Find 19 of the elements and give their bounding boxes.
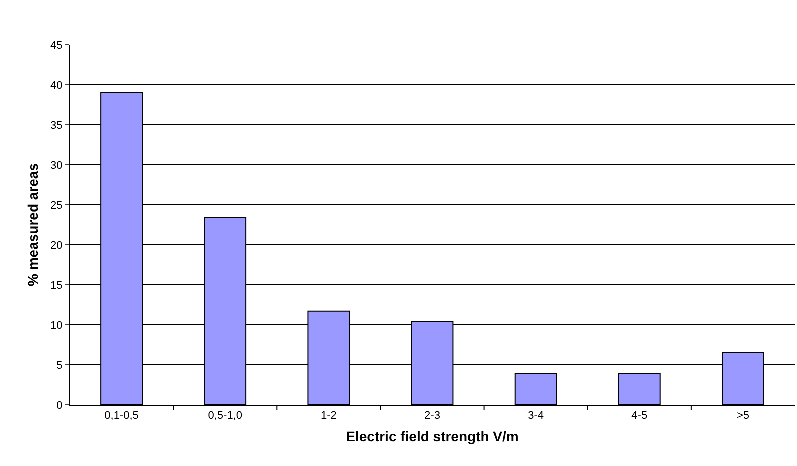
x-tick-label: >5 xyxy=(736,410,750,422)
y-tick-label: 20 xyxy=(50,240,63,252)
x-tick-label: 0,5-1,0 xyxy=(208,410,242,422)
y-tick-label: 25 xyxy=(50,200,63,212)
x-tick-label: 0,1-0,5 xyxy=(104,410,139,422)
y-tick-label: 40 xyxy=(50,80,63,92)
y-tick-label: 0 xyxy=(56,400,63,412)
y-tick-label: 45 xyxy=(50,40,63,52)
x-tick-label: 3-4 xyxy=(528,410,544,422)
x-tick-label: 1-2 xyxy=(320,410,337,422)
y-tick-label: 35 xyxy=(50,120,63,132)
y-axis-title: % measured areas xyxy=(25,163,42,286)
y-tick-label: 5 xyxy=(56,360,63,372)
x-tick-label: 4-5 xyxy=(632,410,648,422)
x-axis-title: Electric field strength V/m xyxy=(346,428,519,444)
y-tick-label: 10 xyxy=(50,320,63,332)
y-tick-label: 15 xyxy=(50,280,63,292)
y-tick-label: 30 xyxy=(50,160,63,172)
x-tick-label: 2-3 xyxy=(424,410,440,422)
